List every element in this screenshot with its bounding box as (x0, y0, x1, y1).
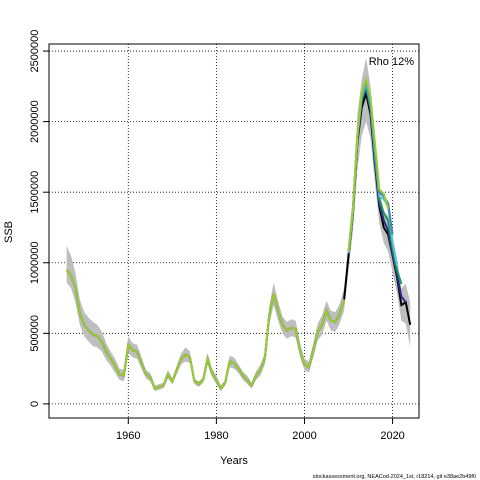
y-axis-title: SSB (3, 221, 15, 243)
plot-frame (48, 43, 420, 419)
x-tick-label: 1960 (116, 430, 140, 442)
x-tick-label: 2000 (292, 430, 316, 442)
confidence-band (66, 58, 411, 392)
series-line-layer (65, 75, 412, 391)
x-tick-label: 2020 (380, 430, 404, 442)
y-tick-label: 2000000 (29, 100, 41, 143)
retro-overlay-line (65, 269, 346, 391)
rho-annotation: Rho 12% (369, 56, 414, 68)
y-tick-label: 2500000 (29, 30, 41, 73)
x-axis-title: Years (220, 455, 248, 467)
footer-credit: stockassessment.org, NEACod-2024_1st, r1… (313, 474, 476, 480)
y-tick-label: 1000000 (29, 241, 41, 284)
x-tick-label: 1980 (204, 430, 228, 442)
y-tick-label: 1500000 (29, 171, 41, 214)
axis-layer: 1960 1980 2000 2020 0 500000 1000000 1500000 200… (29, 30, 405, 442)
retro-peel-line (347, 75, 390, 252)
y-tick-label: 500000 (29, 315, 41, 352)
confidence-band-layer (66, 58, 411, 392)
y-tick-label: 0 (29, 401, 41, 407)
